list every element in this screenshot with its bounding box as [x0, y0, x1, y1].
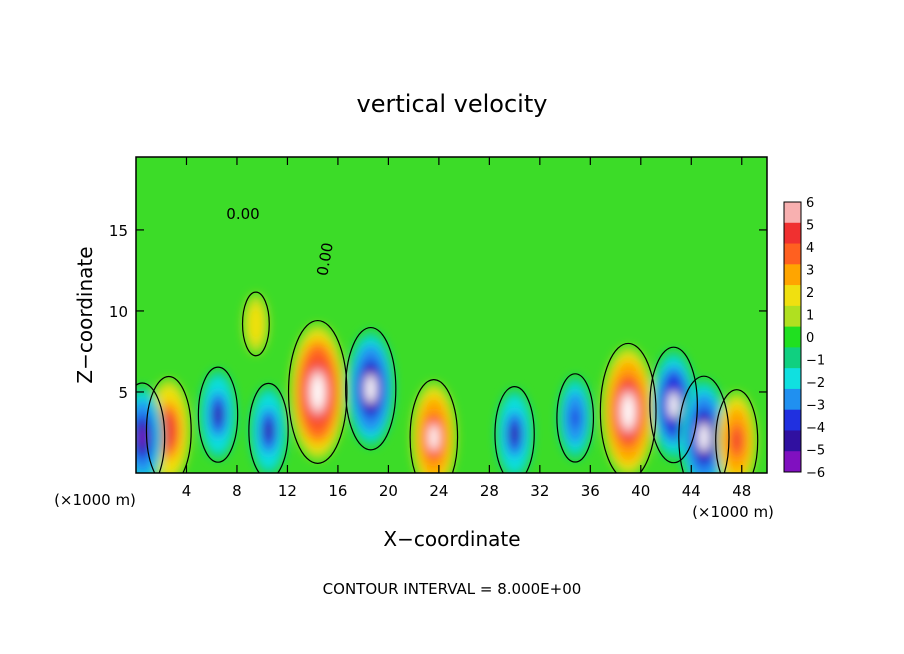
colorbar-swatch — [784, 202, 801, 224]
colorbar-swatch — [784, 368, 801, 390]
zero-contour — [715, 389, 759, 473]
colorbar-swatch — [784, 409, 801, 431]
x-tick-label: 28 — [480, 482, 499, 500]
contour-interval-note: CONTOUR INTERVAL = 8.000E+00 — [323, 580, 582, 598]
colorbar-swatch — [784, 430, 801, 452]
colorbar-swatch — [784, 285, 801, 307]
zero-contour — [248, 382, 289, 473]
y-axis-label: Z−coordinate — [73, 246, 97, 383]
colorbar-swatch — [784, 305, 801, 328]
zero-contour — [136, 382, 166, 473]
colorbar-tick-label: −6 — [806, 466, 825, 481]
y-tick-label: 10 — [109, 303, 128, 321]
x-tick-label: 36 — [581, 482, 600, 500]
zero-contour — [145, 375, 192, 473]
colorbar-tick-label: 6 — [806, 196, 814, 211]
colorbar-tick-label: 5 — [806, 219, 814, 234]
colorbar-tick-label: 2 — [806, 286, 814, 301]
velocity-cell — [510, 424, 519, 444]
colorbar-swatch — [784, 347, 801, 369]
x-tick-label: 8 — [232, 482, 242, 500]
colorbar-tick-label: −3 — [806, 399, 825, 414]
colorbar-tick-label: 3 — [806, 264, 814, 279]
velocity-peak-core — [428, 423, 439, 452]
colorbar-swatch — [784, 264, 801, 286]
velocity-cell — [138, 428, 147, 447]
x-tick-label: 4 — [182, 482, 192, 500]
zero-contour — [556, 373, 595, 463]
x-axis-label: X−coordinate — [383, 527, 520, 551]
colorbar: 6 5 4 3 2 1 0 −1 −2 −3 −4 −5 −6 — [783, 196, 825, 481]
plot-frame — [135, 156, 768, 474]
velocity-peak-core — [622, 395, 635, 428]
zero-contour — [197, 366, 239, 463]
x-tick-label: 44 — [682, 482, 701, 500]
velocity-cell — [570, 407, 580, 429]
chart-title: vertical velocity — [357, 90, 548, 118]
velocity-cell — [732, 430, 741, 451]
zero-contour — [678, 375, 730, 473]
x-tick-label: 12 — [278, 482, 297, 500]
velocity-cell — [250, 311, 261, 336]
velocity-cell — [214, 405, 222, 424]
velocity-peak-core — [365, 374, 376, 404]
zero-contour — [599, 342, 657, 473]
y-axis-ticks: 5 10 15 — [109, 222, 767, 402]
velocity-peak-core — [668, 391, 679, 419]
colorbar-frame — [783, 201, 802, 473]
colorbar-swatch — [784, 326, 801, 348]
x-tick-label: 32 — [530, 482, 549, 500]
x-tick-label: 24 — [429, 482, 448, 500]
contour-label: 0.00 — [313, 241, 337, 277]
x-axis-ticks: 4 8 12 16 20 24 28 32 36 40 44 48 — [182, 157, 751, 500]
colorbar-tick-label: 0 — [806, 331, 814, 346]
velocity-peak-core — [698, 422, 710, 452]
velocity-cell — [165, 421, 173, 441]
zero-contour — [345, 326, 397, 451]
zero-contour — [409, 379, 459, 473]
colorbar-tick-label: −1 — [806, 354, 825, 369]
zero-contour — [287, 319, 348, 464]
colorbar-tick-label: 4 — [806, 241, 814, 256]
x-tick-label: 48 — [732, 482, 751, 500]
zero-contour — [649, 346, 698, 464]
y-tick-label: 5 — [118, 384, 128, 402]
velocity-peak-core — [311, 374, 324, 409]
zero-contour — [241, 291, 270, 357]
x-unit-left: (×1000 m) — [54, 491, 136, 509]
colorbar-tick-label: 1 — [806, 309, 814, 324]
colorbar-tick-label: −4 — [806, 421, 825, 436]
colorbar-tick-label: −2 — [806, 376, 825, 391]
velocity-cell — [264, 421, 273, 441]
colorbar-tick-label: −5 — [806, 444, 825, 459]
heatmap-field — [136, 157, 767, 473]
x-tick-label: 40 — [631, 482, 650, 500]
colorbar-swatch — [784, 222, 801, 245]
colorbar-swatch — [784, 388, 801, 411]
zero-contour — [494, 386, 535, 473]
colorbar-swatch — [784, 243, 801, 265]
contour-label: 0.00 — [226, 205, 259, 223]
x-unit-right: (×1000 m) — [692, 503, 774, 521]
colorbar-swatch — [784, 451, 801, 473]
x-tick-label: 16 — [328, 482, 347, 500]
y-tick-label: 15 — [109, 222, 128, 240]
x-tick-label: 20 — [379, 482, 398, 500]
